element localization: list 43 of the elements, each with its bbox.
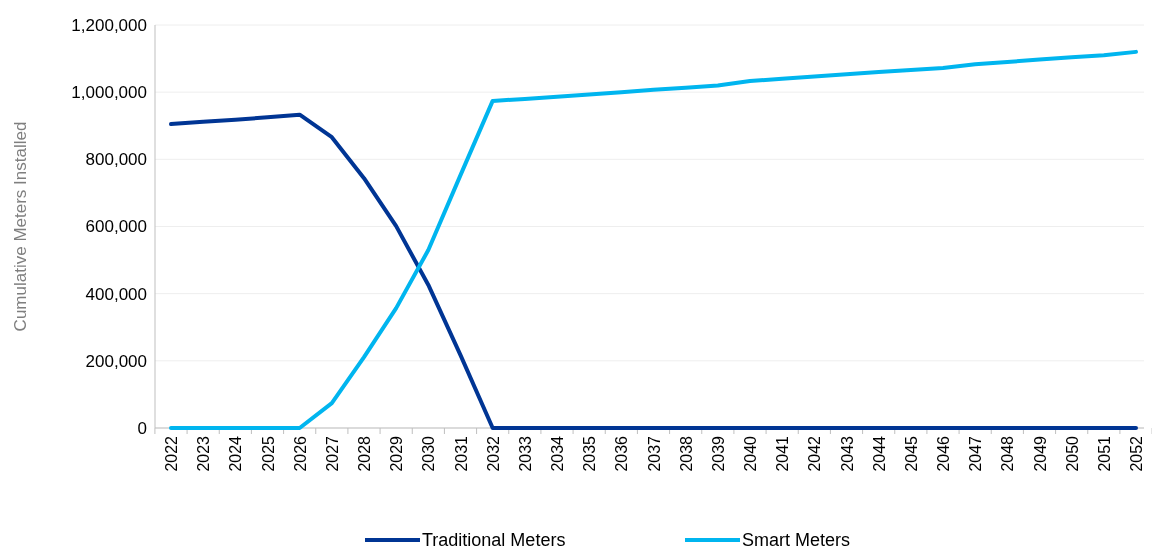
x-tick-label: 2043 (838, 435, 856, 472)
x-tick-label: 2045 (902, 435, 920, 472)
x-tick-label: 2027 (323, 435, 341, 472)
y-tick-label: 1,000,000 (71, 83, 147, 103)
y-tick-label: 0 (137, 418, 147, 438)
x-tick-label: 2041 (774, 435, 792, 472)
y-tick-label: 200,000 (85, 351, 147, 371)
x-tick-label: 2024 (227, 435, 245, 472)
legend-label: Smart Meters (742, 530, 851, 548)
x-tick-label: 2025 (259, 435, 277, 472)
x-tick-label: 2044 (870, 435, 888, 472)
x-tick-label: 2034 (549, 435, 566, 472)
x-tick-label: 2050 (1063, 435, 1081, 472)
x-tick-label: 2048 (999, 435, 1017, 472)
x-tick-label: 2052 (1128, 435, 1145, 472)
x-tick-label: 2036 (613, 435, 631, 472)
x-tick-label: 2051 (1095, 435, 1113, 472)
y-tick-label: 400,000 (85, 284, 147, 304)
legend-label: Traditional Meters (422, 530, 566, 548)
x-tick-label: 2030 (420, 435, 438, 472)
line-series (169, 112, 1138, 430)
x-tick-label: 2026 (291, 435, 309, 472)
x-tick-label: 2035 (581, 435, 599, 472)
x-tick-label: 2039 (709, 435, 727, 472)
y-tick-label: 1,200,000 (71, 15, 147, 35)
x-tick-label: 2046 (935, 435, 952, 472)
x-tick-label: 2047 (967, 435, 985, 472)
x-tick-label: 2040 (742, 435, 759, 472)
x-tick-label: 2033 (516, 435, 534, 472)
y-axis-title: Cumulative Meters Installed (11, 121, 30, 332)
x-tick-label: 2037 (645, 435, 663, 472)
x-tick-label: 2032 (484, 435, 502, 472)
y-tick-label: 800,000 (85, 150, 147, 170)
line-series (169, 49, 1138, 430)
x-tick-label: 2022 (163, 435, 180, 472)
x-tick-label: 2029 (388, 435, 406, 472)
x-tick-label: 2049 (1031, 435, 1049, 472)
y-tick-label: 600,000 (85, 217, 147, 237)
x-tick-label: 2042 (806, 435, 824, 472)
x-tick-label: 2031 (452, 435, 470, 472)
x-tick-label: 2028 (356, 435, 373, 472)
x-tick-label: 2023 (195, 435, 213, 472)
x-tick-label: 2038 (677, 435, 695, 472)
